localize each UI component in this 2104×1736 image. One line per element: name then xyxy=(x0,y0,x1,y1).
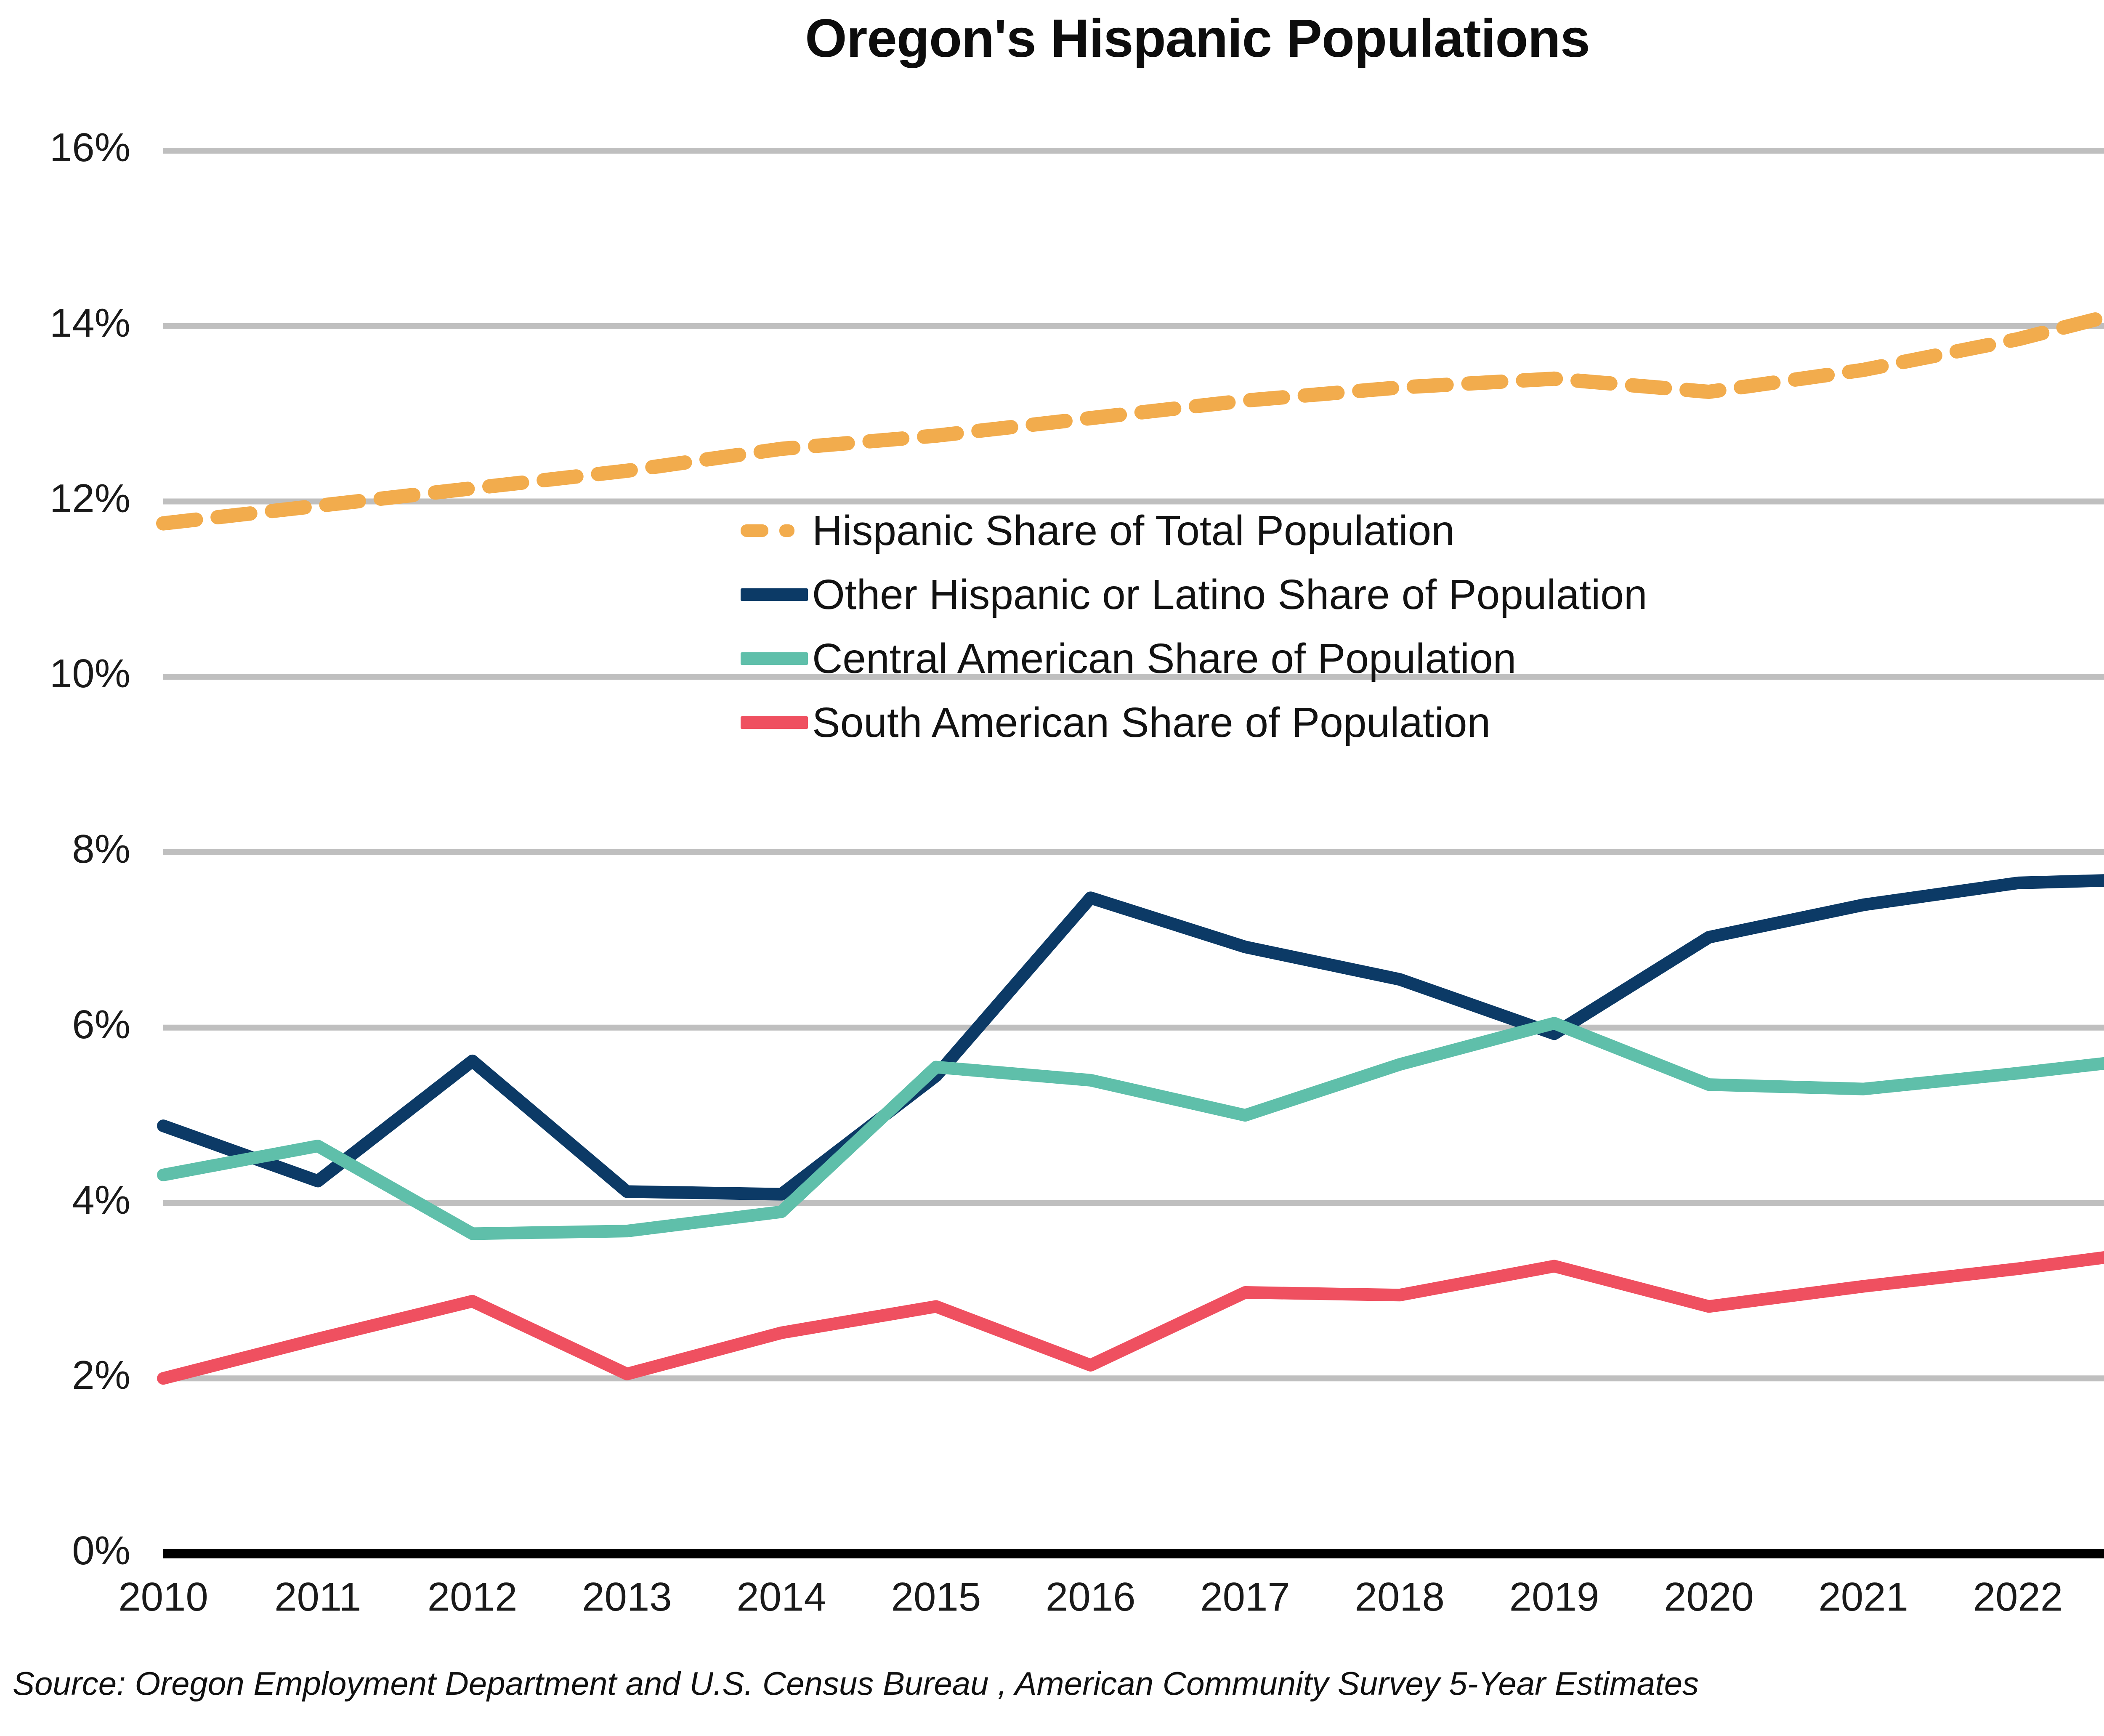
x-tick-label: 2020 xyxy=(1664,1574,1754,1619)
y-tick-label: 6% xyxy=(72,1002,130,1047)
y-tick-label: 8% xyxy=(72,827,130,872)
legend-swatch-icon xyxy=(741,588,808,601)
y-tick-label: 14% xyxy=(49,300,130,346)
y-tick-label: 10% xyxy=(49,651,130,697)
legend-item-label: Hispanic Share of Total Population xyxy=(812,507,1455,554)
chart-legend: Hispanic Share of Total Population Other … xyxy=(741,499,2045,755)
source-note: Source: Oregon Employment Department and… xyxy=(13,1665,1699,1702)
y-tick-label: 16% xyxy=(49,125,130,170)
y-tick-label: 4% xyxy=(72,1177,130,1223)
x-tick-label: 2015 xyxy=(891,1574,981,1619)
legend-item-label: Other Hispanic or Latino Share of Popula… xyxy=(812,571,1647,618)
x-tick-label: 2011 xyxy=(274,1574,361,1619)
x-tick-label: 2021 xyxy=(1818,1574,1908,1619)
x-tick-label: 2018 xyxy=(1355,1574,1445,1619)
series-line-2 xyxy=(157,1017,2104,1240)
data-series-group xyxy=(156,310,2104,1385)
x-tick-label: 2012 xyxy=(427,1574,518,1619)
series-line-0 xyxy=(156,310,2104,531)
legend-item-label: South American Share of Population xyxy=(812,699,1491,746)
page-title: Oregon's Hispanic Populations xyxy=(805,8,1590,69)
legend-swatch-icon xyxy=(741,524,808,537)
y-tick-label: 2% xyxy=(72,1353,130,1398)
x-tick-label: 2014 xyxy=(736,1574,826,1619)
x-tick-label: 2013 xyxy=(582,1574,672,1619)
legend-item[interactable]: Central American Share of Population xyxy=(741,627,2045,691)
legend-item[interactable]: Hispanic Share of Total Population xyxy=(741,499,2045,563)
y-tick-label: 0% xyxy=(72,1528,130,1573)
x-tick-label: 2016 xyxy=(1045,1574,1136,1619)
legend-swatch-icon xyxy=(741,652,808,665)
x-tick-label: 2022 xyxy=(1973,1574,2063,1619)
series-line-1 xyxy=(157,874,2104,1201)
y-tick-label: 12% xyxy=(49,476,130,521)
x-tick-label: 2010 xyxy=(118,1574,208,1619)
x-tick-label: 2023 xyxy=(2097,1574,2104,1620)
gridlines xyxy=(163,148,2104,1382)
legend-swatch-icon xyxy=(741,716,808,729)
legend-item-label: Central American Share of Population xyxy=(812,635,1517,682)
x-tick-label: 2017 xyxy=(1200,1574,1290,1619)
legend-item[interactable]: Other Hispanic or Latino Share of Popula… xyxy=(741,563,2045,627)
legend-item[interactable]: South American Share of Population xyxy=(741,691,2045,755)
x-tick-label: 2019 xyxy=(1509,1574,1599,1619)
series-line-3 xyxy=(157,1251,2104,1385)
